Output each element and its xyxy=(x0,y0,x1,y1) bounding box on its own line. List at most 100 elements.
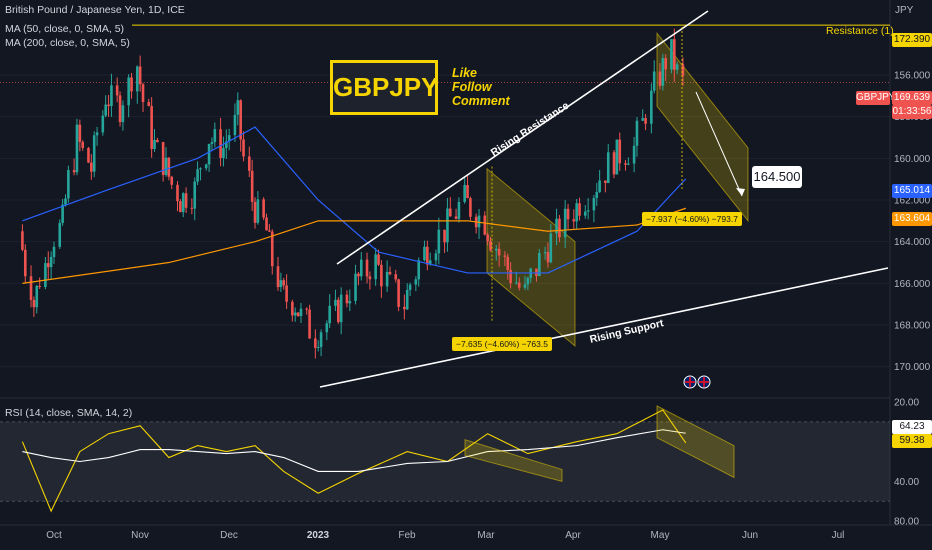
candle-body xyxy=(469,198,472,217)
time-label-apr: Apr xyxy=(565,530,581,541)
candle-body xyxy=(543,252,547,254)
candle-body xyxy=(670,39,673,70)
candle-body xyxy=(236,100,240,115)
candle-body xyxy=(365,259,369,277)
candle-body xyxy=(664,58,667,70)
candle-body xyxy=(506,256,510,270)
candle-body xyxy=(239,100,242,140)
measure-box-2[interactable]: −7.937 (−4.60%) −793.7 xyxy=(642,212,742,226)
candle-body xyxy=(176,184,179,202)
ma50-legend[interactable]: MA (50, close, 0, SMA, 5) xyxy=(5,23,125,35)
measure-box-1[interactable]: −7.635 (−4.60%) −763.5 xyxy=(452,337,552,351)
candle-body xyxy=(52,246,56,257)
rsi-signal-line xyxy=(22,429,686,472)
candle-body xyxy=(615,139,619,175)
candle-body xyxy=(423,246,426,261)
candle-body xyxy=(397,279,400,307)
candle-body xyxy=(434,253,438,261)
candle-body xyxy=(199,168,202,170)
candle-body xyxy=(681,64,685,76)
candle-body xyxy=(486,234,489,242)
rising-support-line xyxy=(319,267,889,388)
candle-body xyxy=(515,282,518,284)
rsi-line xyxy=(21,409,687,513)
candle-body xyxy=(563,208,567,238)
time-label-may: May xyxy=(650,530,670,541)
ma200-line xyxy=(22,207,686,284)
candle-body xyxy=(219,129,222,158)
candle-body xyxy=(675,64,679,70)
candle-body xyxy=(170,176,174,185)
candle-body xyxy=(282,280,286,286)
candle-body xyxy=(428,260,432,265)
candle-body xyxy=(61,204,64,223)
candle-body xyxy=(641,118,645,121)
candle-body xyxy=(270,231,274,267)
candle-body xyxy=(81,141,85,149)
candle-body xyxy=(72,170,76,173)
candle-body xyxy=(95,132,99,136)
candle-body xyxy=(635,120,639,146)
candle-body xyxy=(161,142,165,175)
candle-body xyxy=(403,306,406,310)
candle-body xyxy=(135,66,139,92)
candle-body xyxy=(477,215,481,228)
candle-body xyxy=(535,268,538,276)
candle-body xyxy=(483,215,487,235)
ma50-line xyxy=(22,126,687,274)
time-label-nov: Nov xyxy=(131,530,149,541)
rsi-tick-label: 20.00 xyxy=(894,397,919,408)
candle-body xyxy=(78,124,82,142)
time-label-oct: Oct xyxy=(46,530,62,541)
candle-body xyxy=(121,105,125,123)
candle-body xyxy=(87,148,90,163)
rising-resistance-line xyxy=(336,10,709,265)
candle-body xyxy=(417,260,421,280)
candle-body xyxy=(578,203,581,216)
candle-body xyxy=(130,77,133,92)
candle-body xyxy=(618,139,622,164)
candle-body xyxy=(190,207,194,209)
candle-body xyxy=(549,233,553,263)
candle-body xyxy=(644,118,647,124)
candle-body xyxy=(118,95,122,123)
rsi-channel-past xyxy=(464,438,563,482)
candle-body xyxy=(368,276,372,280)
candle-body xyxy=(291,301,294,316)
candle-body xyxy=(325,323,329,333)
candle-body xyxy=(23,249,27,277)
candle-body xyxy=(227,135,231,142)
candle-body xyxy=(575,203,578,222)
rsi-tick-label: 40.00 xyxy=(894,477,919,488)
ma200-legend[interactable]: MA (200, close, 0, SMA, 5) xyxy=(5,37,130,49)
candle-body xyxy=(75,124,79,173)
candle-body xyxy=(598,180,601,192)
candle-body xyxy=(595,191,599,198)
price-tick-label: 156.000 xyxy=(894,70,931,81)
candle-body xyxy=(32,300,36,308)
rsi-legend[interactable]: RSI (14, close, SMA, 14, 2) xyxy=(5,407,133,419)
candle-body xyxy=(385,271,389,287)
resistance-label: Resistance (1) xyxy=(826,25,894,37)
candle-body xyxy=(181,193,185,213)
last-price-tag: 169.639 xyxy=(892,91,932,105)
candle-body xyxy=(58,222,62,247)
cta-follow: Follow xyxy=(452,80,492,94)
price-axis-unit: JPY xyxy=(895,5,914,16)
candle-body xyxy=(457,201,461,219)
candle-body xyxy=(64,198,67,205)
candle-body xyxy=(21,231,24,250)
candle-body xyxy=(494,248,498,251)
candle-body xyxy=(90,162,93,172)
candle-body xyxy=(374,254,377,280)
candle-body xyxy=(285,285,288,302)
candle-body xyxy=(454,216,458,219)
resistance-price-tag: 172.390 xyxy=(892,33,932,47)
candle-body xyxy=(92,135,96,172)
price-tick-label: 164.000 xyxy=(894,237,931,248)
candle-body xyxy=(443,229,446,243)
candle-body xyxy=(517,282,521,288)
candle-body xyxy=(110,85,113,107)
target-callout[interactable]: 164.500 xyxy=(752,166,802,188)
